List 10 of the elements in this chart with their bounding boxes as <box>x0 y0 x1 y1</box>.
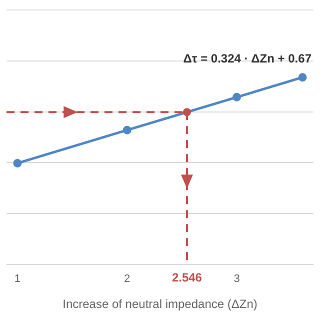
point <box>122 126 132 134</box>
text: Δτ = 0.324 · ΔZn + 0.67 <box>183 52 312 66</box>
x-tick-label: 3 <box>234 273 240 286</box>
x-axis-title: Increase of neutral impedance (ΔZn) <box>62 297 258 312</box>
point <box>232 92 241 102</box>
x-tick-label: 2 <box>124 273 130 286</box>
point <box>13 158 22 168</box>
x-tick-label: 1 <box>14 273 21 286</box>
ref-line-label: 2.546 <box>172 270 202 285</box>
point <box>298 73 307 82</box>
